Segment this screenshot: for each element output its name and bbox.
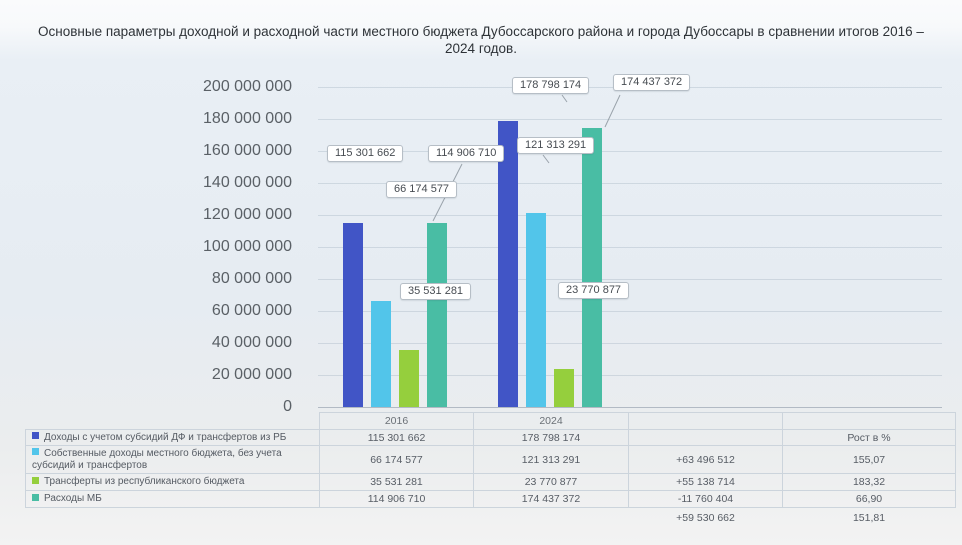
bar-series4-2024 <box>582 128 602 407</box>
gridline <box>318 151 942 152</box>
value-callout-transfers-2016: 35 531 281 <box>400 283 472 300</box>
value-2024: 178 798 174 <box>473 429 629 446</box>
gridline <box>318 279 942 280</box>
value-diff: +63 496 512 <box>628 445 783 474</box>
column-header-2016: 2016 <box>319 412 474 430</box>
value-callout-income-2024: 178 798 174 <box>512 77 590 94</box>
value-growth-percent: 183,32 <box>782 473 956 491</box>
value-callout-own-income-2016: 66 174 577 <box>386 181 458 198</box>
gridline <box>318 183 942 184</box>
footer-value-diff: +59 530 662 <box>676 511 735 524</box>
value-2016: 114 906 710 <box>319 490 474 508</box>
column-header-growth <box>782 412 956 430</box>
footer-value-growth-percent: 151,81 <box>852 511 886 524</box>
footer-spacer <box>474 508 629 528</box>
legend-label-text: Доходы с учетом субсидий ДФ и трансферто… <box>44 431 287 443</box>
bar-series1-2016 <box>343 223 363 407</box>
y-axis-tick-label: 80 000 000 <box>211 270 292 287</box>
footer-spacer <box>26 508 320 528</box>
value-callout-transfers-2024: 23 770 877 <box>558 282 630 299</box>
table-header-row: 2016 2024 <box>26 412 956 430</box>
summary-table: 2016 2024 Доходы с учетом субсидий ДФ и тр… <box>25 412 956 527</box>
y-axis-tick-label: 200 000 000 <box>203 78 292 95</box>
bar-series4-2016 <box>427 223 447 407</box>
value-growth-percent: 66,90 <box>782 490 956 508</box>
value-callout-expenses-2024: 174 437 372 <box>613 74 691 91</box>
gridline <box>318 343 942 344</box>
table-footer-row: +59 530 662 151,81 <box>26 508 956 528</box>
gridline <box>318 407 942 408</box>
bar-series1-2024 <box>498 121 518 407</box>
value-growth-percent: 155,07 <box>782 445 956 474</box>
gridline <box>318 311 942 312</box>
y-axis-tick-label: 120 000 000 <box>203 206 292 223</box>
growth-column-header: Рост в % <box>782 429 956 446</box>
bar-series2-2024 <box>526 213 546 407</box>
gridline <box>318 215 942 216</box>
value-diff: +55 138 714 <box>628 473 783 491</box>
value-2016: 66 174 577 <box>319 445 474 474</box>
column-header-diff <box>628 412 783 430</box>
y-axis-tick-label: 160 000 000 <box>203 142 292 159</box>
legend-marker-icon <box>32 476 39 484</box>
gridline <box>318 119 942 120</box>
value-diff <box>628 429 783 446</box>
legend-label: Доходы с учетом субсидий ДФ и трансферто… <box>25 429 320 446</box>
y-axis-tick-label: 40 000 000 <box>211 334 292 351</box>
legend-label: Трансферты из республиканского бюджета <box>25 473 320 491</box>
chart-title: Основные параметры доходной и расходной … <box>38 24 924 56</box>
value-callout-expenses-2016: 114 906 710 <box>428 145 505 162</box>
value-callout-own-income-2024: 121 313 291 <box>517 137 595 154</box>
value-2016: 35 531 281 <box>319 473 474 491</box>
column-header-2024: 2024 <box>473 412 629 430</box>
table-row: Собственные доходы местного бюджета, без… <box>25 445 956 474</box>
table-header-spacer <box>26 413 320 430</box>
plot-area <box>318 87 942 408</box>
value-2016: 115 301 662 <box>319 429 474 446</box>
legend-marker-icon <box>32 493 39 501</box>
y-axis: 200 000 000 180 000 000 160 000 000 140 000… <box>150 78 292 417</box>
legend-label-text: Расходы МБ <box>44 493 102 504</box>
legend-marker-icon <box>32 448 39 456</box>
value-2024: 23 770 877 <box>473 473 629 491</box>
y-axis-tick-label: 20 000 000 <box>211 366 292 383</box>
y-axis-tick-label: 0 <box>283 398 292 415</box>
y-axis-tick-label: 180 000 000 <box>203 110 292 127</box>
table-row: Доходы с учетом субсидий ДФ и трансферто… <box>25 429 956 446</box>
bar-series3-2024 <box>554 369 574 407</box>
table-row: Расходы МБ 114 906 710 174 437 372 -11 760 … <box>25 490 956 508</box>
bar-series2-2016 <box>371 301 391 407</box>
footer-spacer <box>320 508 474 528</box>
y-axis-tick-label: 100 000 000 <box>203 238 292 255</box>
legend-marker-icon <box>32 432 39 440</box>
legend-label: Собственные доходы местного бюджета, без… <box>25 445 320 474</box>
table-row: Трансферты из республиканского бюджета 35… <box>25 473 956 491</box>
value-diff: -11 760 404 <box>628 490 783 508</box>
y-axis-tick-label: 60 000 000 <box>211 302 292 319</box>
gridline <box>318 247 942 248</box>
bar-series3-2016 <box>399 350 419 407</box>
legend-label-text: Собственные доходы местного бюджета, без… <box>32 447 282 471</box>
gridline <box>318 375 942 376</box>
legend-label: Расходы МБ <box>25 490 320 508</box>
value-callout-income-2016: 115 301 662 <box>327 145 404 162</box>
legend-label-text: Трансферты из республиканского бюджета <box>44 476 245 487</box>
value-2024: 174 437 372 <box>473 490 629 508</box>
value-2024: 121 313 291 <box>473 445 629 474</box>
y-axis-tick-label: 140 000 000 <box>203 174 292 191</box>
